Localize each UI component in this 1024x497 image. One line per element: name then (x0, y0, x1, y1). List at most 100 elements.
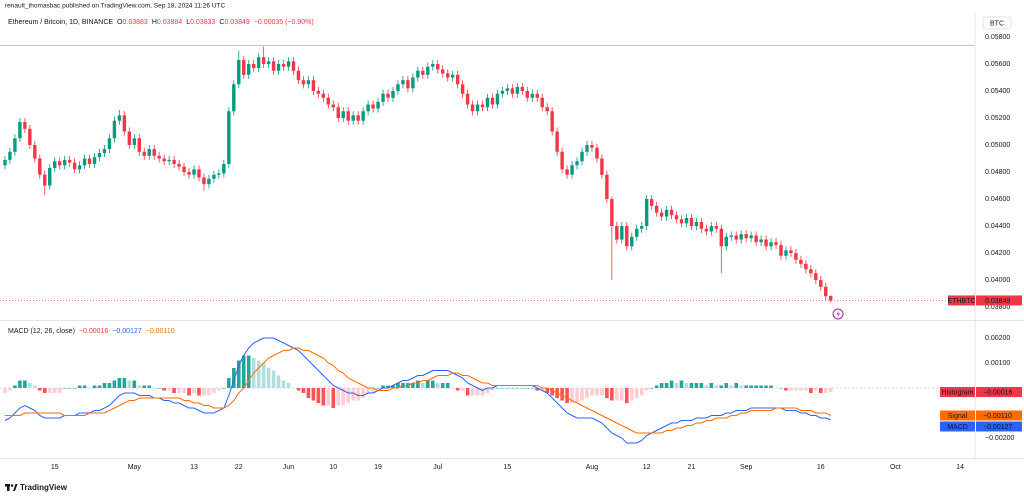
histogram-bar (162, 388, 166, 391)
candle-body (789, 250, 793, 254)
legend-value: 0.03883 (123, 19, 148, 26)
candle-body (207, 178, 211, 185)
candle-body (674, 215, 679, 220)
histogram-bar (620, 388, 624, 401)
histogram-bar (271, 370, 276, 388)
candle-body (480, 104, 485, 108)
candle-body (356, 115, 360, 121)
candle-body (391, 91, 395, 98)
candle-body (605, 174, 609, 200)
histogram-bar (47, 388, 52, 393)
candle-body (67, 159, 72, 163)
histogram-bar (137, 385, 142, 388)
candle-body (162, 158, 166, 162)
candle-body (38, 158, 42, 175)
candle-body (555, 131, 559, 152)
candle-body (87, 158, 92, 164)
candle-body (610, 199, 614, 227)
candle-body (684, 217, 689, 224)
candle-body (311, 80, 316, 92)
histogram-bar (754, 385, 758, 388)
y-tick-label: 0.05000 (985, 142, 1010, 149)
candle-body (13, 138, 17, 152)
y-tick-label: 0.04800 (985, 169, 1010, 176)
candle-body (659, 212, 664, 217)
candle-body (635, 228, 639, 237)
histogram-bar (306, 388, 311, 398)
x-tick-label: 19 (374, 464, 382, 471)
candle-body (401, 80, 405, 85)
macd-line (4, 347, 831, 434)
candle-body (829, 295, 833, 301)
histogram-bar (470, 388, 475, 396)
histogram-bar (724, 383, 729, 388)
histogram-bar (386, 385, 390, 388)
candle-body (92, 157, 97, 164)
histogram-bar (366, 388, 370, 393)
series-tag-value: −0.00110 (983, 413, 1012, 420)
candle-body (237, 59, 241, 85)
histogram-bar (172, 388, 176, 393)
histogram-bar (396, 383, 400, 388)
candle-body (396, 84, 400, 92)
candle-body (251, 64, 256, 69)
histogram-bar (187, 388, 191, 396)
series-tag-name: Histogram (942, 389, 974, 396)
x-tick-label: Jun (283, 464, 294, 471)
histogram-bar (485, 388, 490, 393)
candle-body (132, 138, 137, 146)
histogram-bar (147, 385, 152, 388)
histogram-bar (177, 388, 181, 393)
histogram-bar (132, 380, 137, 388)
histogram-bar (222, 388, 226, 389)
histogram-bar (495, 388, 500, 389)
histogram-bar (734, 383, 739, 388)
candle-body (545, 107, 549, 112)
series-tag-name-box (940, 410, 975, 421)
histogram-bar (72, 388, 77, 389)
candle-body (431, 64, 435, 67)
candle-body (247, 64, 251, 75)
candle-body (620, 226, 624, 240)
histogram-bar (236, 360, 241, 388)
candle-body (535, 93, 539, 98)
histogram-bar (435, 383, 440, 388)
histogram-bar (674, 383, 679, 388)
legend-key: L (186, 19, 190, 26)
candle-body (729, 235, 733, 237)
histogram-bar (37, 388, 42, 391)
histogram-bar (18, 380, 22, 388)
legend-value: 0.03849 (224, 19, 249, 26)
histogram-bar (426, 380, 430, 388)
candle-body (227, 111, 231, 164)
legend: MACD (12, 26, close) −0.00016 −0.00127 −0.0… (8, 328, 175, 335)
y-tick-label: −0.00200 (985, 435, 1014, 442)
histogram-bar (256, 360, 261, 388)
histogram-bar (565, 388, 569, 403)
candle-body (625, 226, 629, 247)
candle-body (62, 159, 67, 166)
histogram-bar (615, 388, 619, 401)
histogram-bar (769, 385, 773, 388)
candle-body (446, 73, 450, 78)
candle-body (261, 57, 266, 65)
candle-body (192, 169, 196, 175)
histogram-bar (814, 388, 818, 391)
candle-body (426, 66, 430, 75)
candle-body (814, 273, 818, 281)
candle-body (570, 165, 574, 175)
histogram-bar (197, 388, 201, 396)
histogram-bar (595, 388, 599, 396)
x-tick-label: Sep (740, 464, 753, 471)
candle-body (256, 57, 261, 69)
candle-body (296, 70, 301, 81)
histogram-bar (629, 388, 634, 401)
histogram-bar (510, 388, 515, 389)
histogram-bar (520, 388, 525, 389)
candle-body (575, 161, 579, 166)
histogram-bar (82, 385, 87, 388)
candle-body (72, 162, 77, 170)
candle-body (540, 97, 544, 108)
histogram-bar (52, 388, 57, 393)
